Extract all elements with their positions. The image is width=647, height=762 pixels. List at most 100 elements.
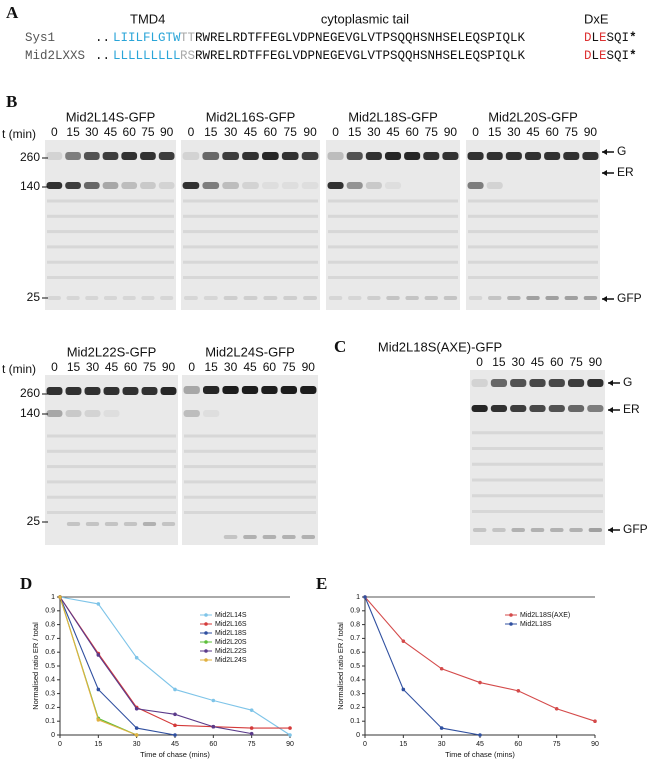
blot-smear [183, 230, 318, 234]
time-tick: 15 [488, 125, 502, 139]
legend-marker [204, 622, 208, 626]
data-point [211, 698, 216, 703]
band [582, 152, 599, 160]
band [202, 152, 220, 160]
band [282, 535, 296, 539]
legend-marker [204, 658, 208, 662]
y-tick-label: 0.6 [45, 649, 55, 656]
seq-dots: .. [95, 49, 110, 63]
seq-end: SQI [607, 49, 630, 63]
x-tick-label: 45 [171, 741, 179, 748]
seq-stop: * [629, 31, 637, 45]
band [142, 522, 157, 526]
blot-smear [328, 230, 458, 234]
band [203, 296, 218, 300]
band [587, 379, 604, 387]
band [524, 152, 542, 160]
data-point [96, 687, 101, 692]
band [65, 152, 81, 160]
band [511, 528, 525, 532]
x-tick-label: 30 [438, 741, 446, 748]
time-tick: 75 [143, 360, 157, 374]
x-tick-label: 75 [248, 741, 256, 748]
data-point [401, 687, 406, 692]
blot-title: Mid2L16S-GFP [206, 109, 296, 124]
seq-tail: RWRELRDTFFEGLVDPNEGEVGLVTPSQQHSNHSELEQSP… [195, 31, 526, 45]
band [550, 528, 564, 532]
band [281, 152, 299, 160]
band [122, 387, 139, 395]
blot-smear [47, 511, 176, 514]
band [327, 152, 344, 160]
time-tick: 15 [348, 125, 362, 139]
seq-linker: RS [180, 49, 195, 63]
band [544, 152, 561, 160]
time-tick: 0 [51, 125, 58, 139]
band [121, 182, 138, 189]
legend-marker [204, 640, 208, 644]
band [261, 386, 278, 394]
legend-label: Mid2L16S [215, 621, 247, 628]
x-tick-label: 90 [286, 741, 294, 748]
blot-smear [47, 434, 176, 438]
time-tick: 0 [476, 355, 483, 369]
band [386, 296, 400, 300]
arrow-head [602, 149, 607, 155]
band [280, 386, 298, 394]
x-tick-label: 0 [58, 741, 62, 748]
series-line [364, 596, 481, 736]
x-tick-label: 60 [209, 741, 217, 748]
y-tick-label: 0.8 [45, 621, 55, 628]
y-tick-label: 0.2 [350, 704, 360, 711]
band [243, 296, 258, 300]
blot [181, 140, 320, 310]
band [301, 182, 319, 189]
band [563, 152, 580, 160]
time-tick: 90 [589, 355, 603, 369]
time-tick: 75 [425, 125, 439, 139]
band [84, 387, 101, 395]
band [529, 379, 546, 387]
band [526, 296, 540, 300]
band [241, 386, 259, 394]
seq-name: Sys1 [25, 31, 55, 45]
data-point [58, 595, 62, 599]
band [65, 387, 82, 395]
x-tick-label: 90 [591, 741, 599, 748]
band [121, 152, 138, 160]
arrow-head [608, 407, 613, 413]
blot-smear [468, 214, 598, 218]
band [46, 410, 63, 417]
band [468, 296, 483, 300]
data-point [173, 723, 177, 728]
legend-label: Mid2L20S [215, 639, 247, 646]
band [182, 182, 200, 189]
data-point [439, 666, 444, 671]
legend-marker [204, 613, 208, 617]
band [548, 405, 565, 412]
y-tick-label: 1 [51, 594, 55, 601]
seq-linker: TT [180, 31, 196, 45]
x-tick-label: 15 [94, 741, 102, 748]
band [85, 522, 100, 526]
band [505, 152, 522, 160]
y-tick-label: 0.9 [45, 608, 55, 615]
band [472, 528, 487, 532]
y-tick-label: 0 [51, 732, 55, 739]
band [467, 182, 484, 189]
y-tick-label: 0.7 [45, 635, 55, 642]
band [262, 152, 279, 160]
series-line [59, 596, 176, 736]
time-tick: 60 [124, 360, 138, 374]
band [510, 379, 527, 387]
blot-smear [47, 260, 174, 264]
band [492, 528, 506, 532]
panel-label: D [20, 574, 32, 593]
y-tick-label: 0.5 [350, 663, 360, 670]
seq-motif: E [599, 49, 607, 63]
data-point [249, 726, 254, 730]
band [123, 522, 138, 526]
band [424, 296, 438, 300]
data-point [211, 724, 216, 729]
time-tick: 90 [302, 360, 316, 374]
